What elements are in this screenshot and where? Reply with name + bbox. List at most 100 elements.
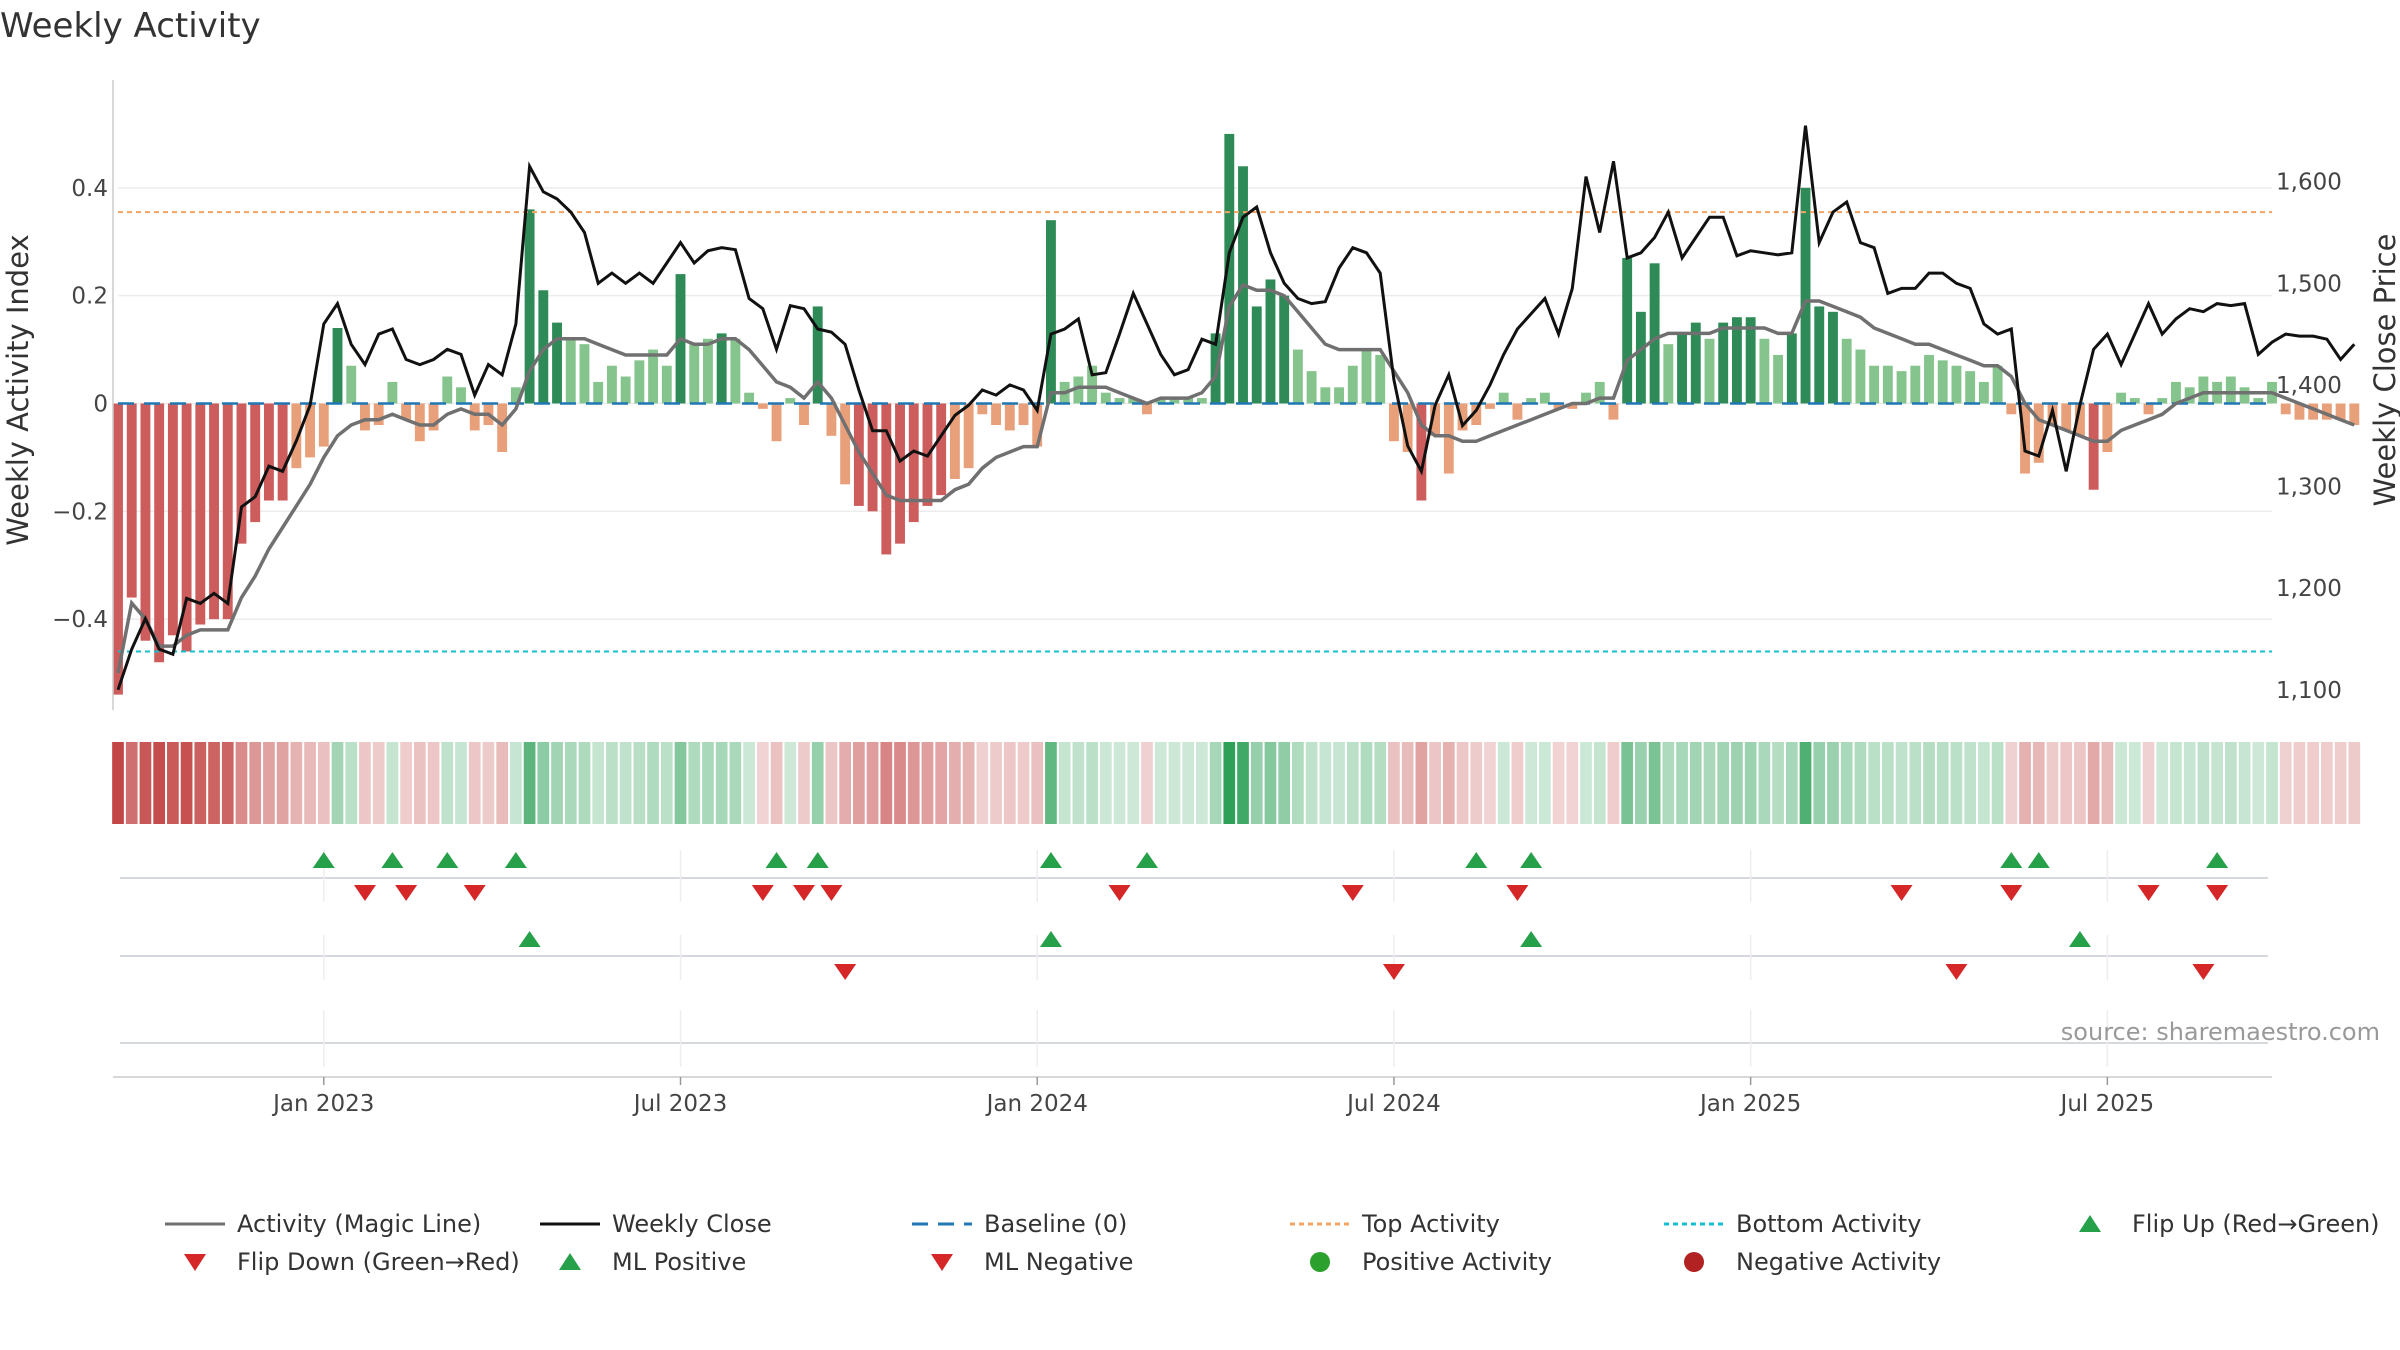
activity-bar <box>1704 338 1715 404</box>
y2-tick-label: 1,300 <box>2276 475 2342 501</box>
activity-bar <box>1443 403 1454 474</box>
heat-strip-cell <box>976 742 989 824</box>
activity-bar <box>236 403 247 544</box>
activity-bar <box>661 365 672 404</box>
heat-strip-cell <box>825 742 838 824</box>
heat-strip-cell <box>1525 742 1537 824</box>
heat-strip-cell <box>1731 742 1743 824</box>
axes: 0.4 0.2 0 −0.2 −0.4 1,600 1,500 1,400 1,300 1,200… <box>1 80 2400 710</box>
heat-strip-cell <box>1689 742 1702 824</box>
legend-label: Flip Down (Green→Red) <box>237 1248 520 1276</box>
activity-bar <box>332 328 343 404</box>
heat-strip-cell <box>935 742 948 824</box>
activity-bar <box>1416 403 1427 501</box>
heat-strip-cell <box>1676 742 1688 824</box>
heat-strip-cell <box>1250 742 1263 824</box>
heat-strip-cell <box>1593 742 1606 824</box>
heat-strip-cell <box>537 742 550 824</box>
heat-strip-cell <box>276 742 289 824</box>
heat-strip-cell <box>1854 742 1867 824</box>
heat-strip-cell <box>1196 742 1208 824</box>
activity-bar <box>195 403 206 625</box>
heat-strip-cell <box>2266 742 2278 824</box>
heat-strip-cell <box>1607 742 1620 824</box>
flip-up-marker <box>806 852 829 868</box>
heat-strip-cell <box>1772 742 1784 824</box>
legend-item: Weekly Close <box>540 1210 772 1238</box>
weekly-close-line <box>116 125 2356 691</box>
heat-strip-cell <box>510 742 522 824</box>
y2-tick-label: 1,200 <box>2276 576 2342 602</box>
activity-bar <box>2061 403 2072 431</box>
heat-strip-cell <box>1168 742 1181 824</box>
activity-bar <box>1169 398 1180 404</box>
ml-negative-marker <box>1945 964 1968 980</box>
heat-strip-cell <box>2046 742 2059 824</box>
heat-strip-cell <box>660 742 673 824</box>
heat-strip-cell <box>1442 742 1455 824</box>
heat-strip-cell <box>1744 742 1757 824</box>
activity-bar <box>1279 295 1290 404</box>
legend-item: Flip Up (Red→Green) <box>2079 1210 2380 1238</box>
heat-strip-cell <box>880 742 893 824</box>
heat-strip-cell <box>1868 742 1880 824</box>
heat-strip-cell <box>2087 742 2100 824</box>
heat-strip-cell <box>1278 742 1291 824</box>
heat-strip-cell <box>1552 742 1565 824</box>
ml-positive-marker <box>2068 931 2091 947</box>
heat-strip-cell <box>208 742 220 824</box>
heat-strip-cell <box>125 742 138 824</box>
y-axis-label: Weekly Activity Index <box>1 234 35 545</box>
heat-strip-cell <box>1991 742 2004 824</box>
heat-strip-cell <box>1662 742 1675 824</box>
activity-bar <box>936 403 947 496</box>
heat-strip-cell <box>2224 742 2237 824</box>
heat-strip-cell <box>1909 742 1922 824</box>
legend-label: Activity (Magic Line) <box>237 1210 481 1238</box>
activity-bar <box>387 381 398 404</box>
ml-negative-marker <box>2192 964 2215 980</box>
activity-bar <box>2335 403 2346 420</box>
y2-tick-label: 1,400 <box>2276 373 2342 399</box>
heat-strip-cell <box>606 742 618 824</box>
heat-strip-cell <box>2211 742 2223 824</box>
heat-strip-cell <box>1580 742 1592 824</box>
heat-strip-cell <box>578 742 591 824</box>
x-tick-label: Jul 2025 <box>2059 1091 2155 1117</box>
flip-down-marker <box>1108 885 1131 901</box>
heat-strip-cell <box>345 742 358 824</box>
heat-strip-cell <box>2238 742 2251 824</box>
heat-strip-cell <box>523 742 536 824</box>
flip-up-marker <box>2000 852 2023 868</box>
activity-bar <box>154 403 165 663</box>
heat-strip-cell <box>2334 742 2347 824</box>
heat-strip-cell <box>359 742 371 824</box>
heat-strip-cell <box>1827 742 1839 824</box>
activity-bar <box>1608 403 1619 420</box>
heat-strip-cell <box>455 742 467 824</box>
heat-strip-cell <box>331 742 344 824</box>
activity-bar <box>360 403 370 431</box>
heat-strip-cell <box>112 742 124 824</box>
flip-down-marker <box>1506 885 1529 901</box>
activity-bar <box>1814 306 1825 404</box>
heat-strip-cell <box>468 742 481 824</box>
activity-bar <box>2253 398 2264 404</box>
heat-strip-cell <box>1840 742 1853 824</box>
activity-bar <box>2116 392 2127 404</box>
flip-down-marker <box>820 885 843 901</box>
heat-strip-cell <box>1099 742 1112 824</box>
activity-bar <box>689 344 700 404</box>
activity-bar <box>908 403 919 523</box>
activity-bar <box>1485 403 1495 409</box>
heat-strip-cell <box>386 742 399 824</box>
activity-bar <box>1773 354 1784 404</box>
flip-up-marker <box>2206 852 2229 868</box>
legend: Activity (Magic Line) Weekly Close Baselin… <box>165 1210 2380 1276</box>
activity-bar <box>1183 398 1194 404</box>
activity-bar <box>2349 403 2360 426</box>
activity-bar <box>1512 403 1523 420</box>
activity-bar <box>1800 187 1811 404</box>
heat-strip-cell <box>1058 742 1071 824</box>
activity-bar <box>2308 403 2319 420</box>
